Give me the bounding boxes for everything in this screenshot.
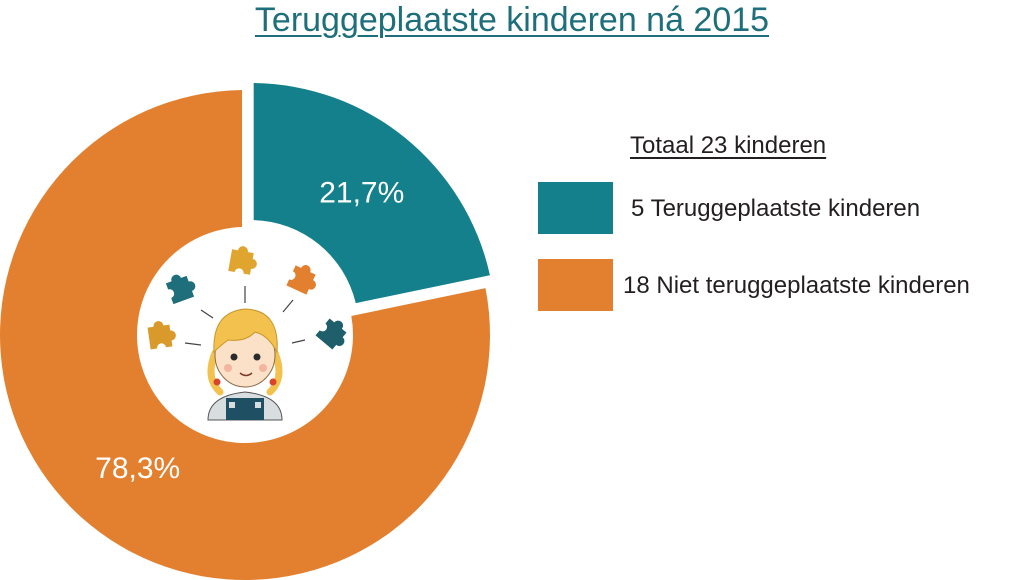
child-icon [207, 308, 283, 421]
child-puzzle-illustration [147, 246, 347, 421]
puzzle-piece-icon [147, 321, 176, 353]
puzzle-piece-icon [286, 265, 316, 295]
donut-slice-0 [253, 83, 490, 304]
legend-label: 18 Niet teruggeplaatste kinderen [623, 272, 970, 299]
slice-percent-label: 78,3% [95, 452, 180, 485]
chart-title: Teruggeplaatste kinderen ná 2015 [254, 1, 770, 39]
legend-swatch [538, 259, 613, 311]
slice-percent-label: 21,7% [319, 176, 404, 209]
legend-swatch [538, 182, 613, 234]
puzzle-piece-icon [315, 318, 347, 350]
puzzle-piece-icon [228, 246, 257, 278]
legend-total: Totaal 23 kinderen [630, 132, 827, 159]
donut-slice-1 [0, 90, 490, 580]
legend-label: 5 Teruggeplaatste kinderen [631, 195, 921, 222]
puzzle-piece-icon [165, 274, 196, 305]
